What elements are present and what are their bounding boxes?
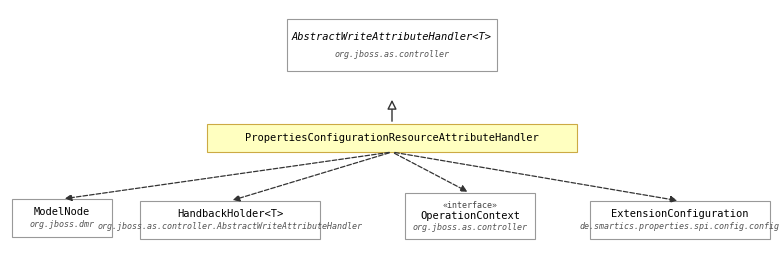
FancyBboxPatch shape	[140, 201, 320, 239]
FancyBboxPatch shape	[287, 19, 497, 71]
FancyBboxPatch shape	[207, 124, 577, 152]
Text: org.jboss.dmr: org.jboss.dmr	[30, 220, 95, 229]
Text: AbstractWriteAttributeHandler<T>: AbstractWriteAttributeHandler<T>	[292, 32, 492, 42]
FancyBboxPatch shape	[590, 201, 770, 239]
Text: OperationContext: OperationContext	[420, 211, 520, 221]
Text: HandbackHolder<T>: HandbackHolder<T>	[177, 209, 283, 219]
Text: ExtensionConfiguration: ExtensionConfiguration	[612, 209, 749, 219]
Text: PropertiesConfigurationResourceAttributeHandler: PropertiesConfigurationResourceAttribute…	[245, 133, 539, 143]
Text: «interface»: «interface»	[442, 201, 498, 210]
Text: org.jboss.as.controller: org.jboss.as.controller	[412, 223, 528, 232]
FancyBboxPatch shape	[405, 193, 535, 239]
Text: org.jboss.as.controller.AbstractWriteAttributeHandler: org.jboss.as.controller.AbstractWriteAtt…	[97, 222, 362, 231]
Text: ModelNode: ModelNode	[34, 207, 90, 217]
Text: de.smartics.properties.spi.config.config: de.smartics.properties.spi.config.config	[580, 222, 780, 231]
FancyBboxPatch shape	[12, 199, 112, 237]
Text: org.jboss.as.controller: org.jboss.as.controller	[335, 50, 449, 59]
